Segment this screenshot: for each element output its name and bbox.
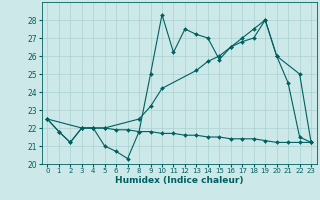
X-axis label: Humidex (Indice chaleur): Humidex (Indice chaleur) [115,176,244,185]
